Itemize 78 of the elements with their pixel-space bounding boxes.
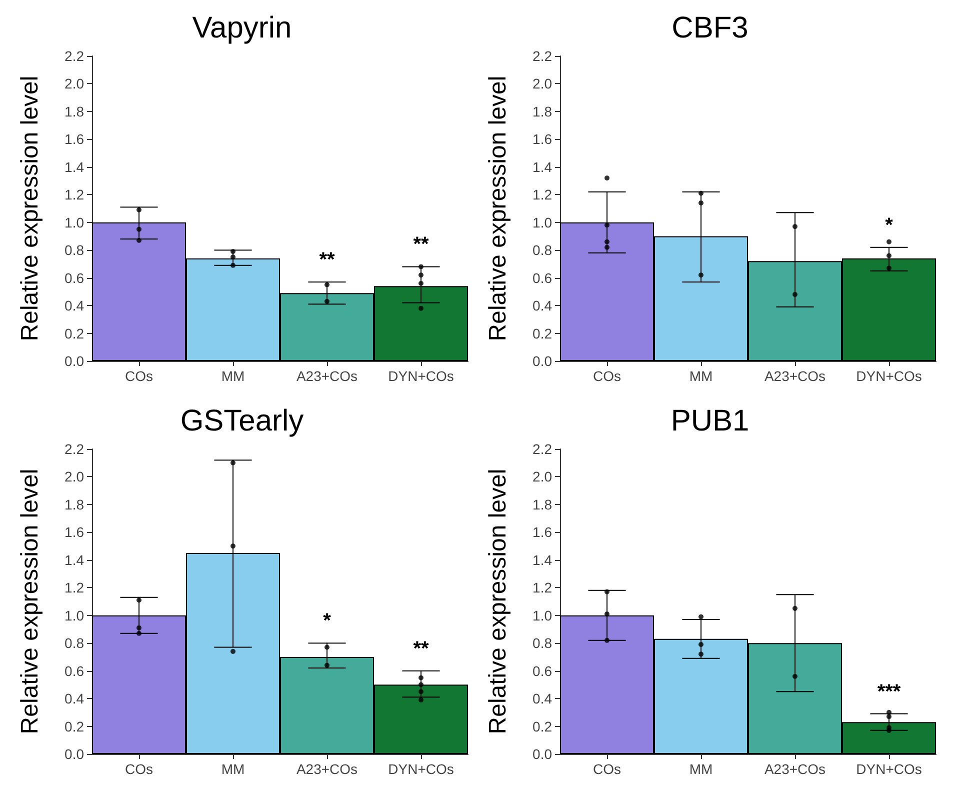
y-tick-label: 0.4: [64, 298, 84, 314]
x-tick-label: COs: [593, 761, 621, 777]
y-tick-label: 2.0: [532, 468, 552, 485]
y-tick-label: 0.2: [532, 325, 552, 342]
x-tick-label: A23+COs: [296, 761, 358, 777]
x-tick-label: A23+COs: [296, 368, 358, 384]
y-tick-label: 1.4: [64, 552, 84, 568]
y-tick-label: 1.4: [64, 158, 84, 175]
x-tick-label: A23+COs: [764, 368, 826, 384]
y-tick-label: 0.4: [64, 690, 84, 707]
x-tick-label: MM: [689, 368, 713, 384]
y-tick-label: 2.2: [532, 48, 552, 64]
y-tick-label: 0.8: [532, 635, 552, 652]
data-label: **: [319, 248, 335, 271]
chart-title: PUB1: [670, 404, 750, 438]
x-tick-label: MM: [221, 761, 245, 777]
y-tick-label: 0.6: [64, 270, 84, 286]
y-tick-label: 0.0: [532, 746, 552, 762]
x-tick-label: A23+COs: [764, 761, 826, 777]
y-tick-label: 1.6: [64, 524, 84, 540]
x-tick-label: COs: [125, 761, 153, 777]
y-tick-label: 1.2: [532, 186, 552, 203]
y-tick-label: 1.8: [64, 103, 84, 120]
y-tick-label: 1.8: [532, 103, 552, 120]
data-label: *: [885, 214, 894, 236]
y-tick-label: 0.2: [64, 325, 84, 342]
data-label: **: [413, 638, 429, 660]
y-tick-label: 0.8: [64, 242, 84, 258]
y-tick-label: 0.8: [532, 242, 552, 258]
x-tick-label: MM: [221, 368, 245, 384]
y-tick-label: 1.8: [532, 496, 552, 512]
y-tick-label: 2.0: [532, 76, 552, 92]
y-tick-label: 1.0: [64, 214, 84, 230]
y-tick-label: 2.2: [532, 441, 552, 457]
x-tick-label: DYN+COs: [856, 761, 922, 777]
data-label: *: [323, 610, 332, 632]
y-tick-label: 1.4: [532, 552, 552, 568]
y-tick-label: 1.6: [64, 131, 84, 148]
y-axis-title: Relative expression level: [484, 468, 512, 734]
chart-title: CBF3: [672, 12, 748, 44]
y-tick-label: 1.8: [64, 496, 84, 512]
y-tick-label: 1.0: [532, 214, 552, 230]
y-tick-label: 0.2: [64, 718, 84, 734]
y-axis-title: Relative expression level: [16, 468, 44, 734]
y-tick-label: 0.8: [64, 635, 84, 652]
y-tick-label: 1.2: [64, 186, 84, 203]
y-tick-label: 0.2: [532, 718, 552, 734]
y-tick-label: 0.6: [532, 270, 552, 286]
x-tick-label: COs: [125, 368, 153, 384]
y-tick-label: 1.2: [64, 580, 84, 596]
x-tick-label: COs: [593, 368, 621, 384]
y-tick-label: 2.2: [64, 48, 84, 64]
y-tick-label: 1.2: [532, 580, 552, 596]
x-tick-label: DYN+COs: [856, 368, 922, 384]
y-tick-label: 0.0: [532, 353, 552, 369]
y-tick-label: 2.0: [64, 76, 84, 92]
y-tick-label: 2.2: [64, 441, 84, 457]
x-tick-label: MM: [689, 761, 713, 777]
y-tick-label: 1.4: [532, 158, 552, 175]
data-label: **: [413, 234, 429, 256]
y-tick-label: 1.6: [532, 524, 552, 540]
y-axis-title: Relative expression level: [16, 76, 44, 342]
x-tick-label: DYN+COs: [388, 368, 454, 384]
y-tick-label: 2.0: [64, 468, 84, 485]
chart-title: Vapyrin: [192, 12, 292, 44]
y-tick-label: 0.4: [532, 298, 552, 314]
y-tick-label: 1.0: [64, 607, 84, 624]
chart-title: GSTearly: [180, 404, 304, 438]
y-axis-title: Relative expression level: [484, 76, 512, 342]
y-tick-label: 1.6: [532, 131, 552, 148]
y-tick-label: 0.6: [64, 662, 84, 679]
x-tick-label: DYN+COs: [388, 761, 454, 777]
data-label: ***: [877, 680, 901, 703]
y-tick-label: 1.0: [532, 607, 552, 624]
y-tick-label: 0.4: [532, 690, 552, 707]
y-tick-label: 0.6: [532, 662, 552, 679]
y-tick-label: 0.0: [64, 353, 84, 369]
y-tick-label: 0.0: [64, 746, 84, 762]
